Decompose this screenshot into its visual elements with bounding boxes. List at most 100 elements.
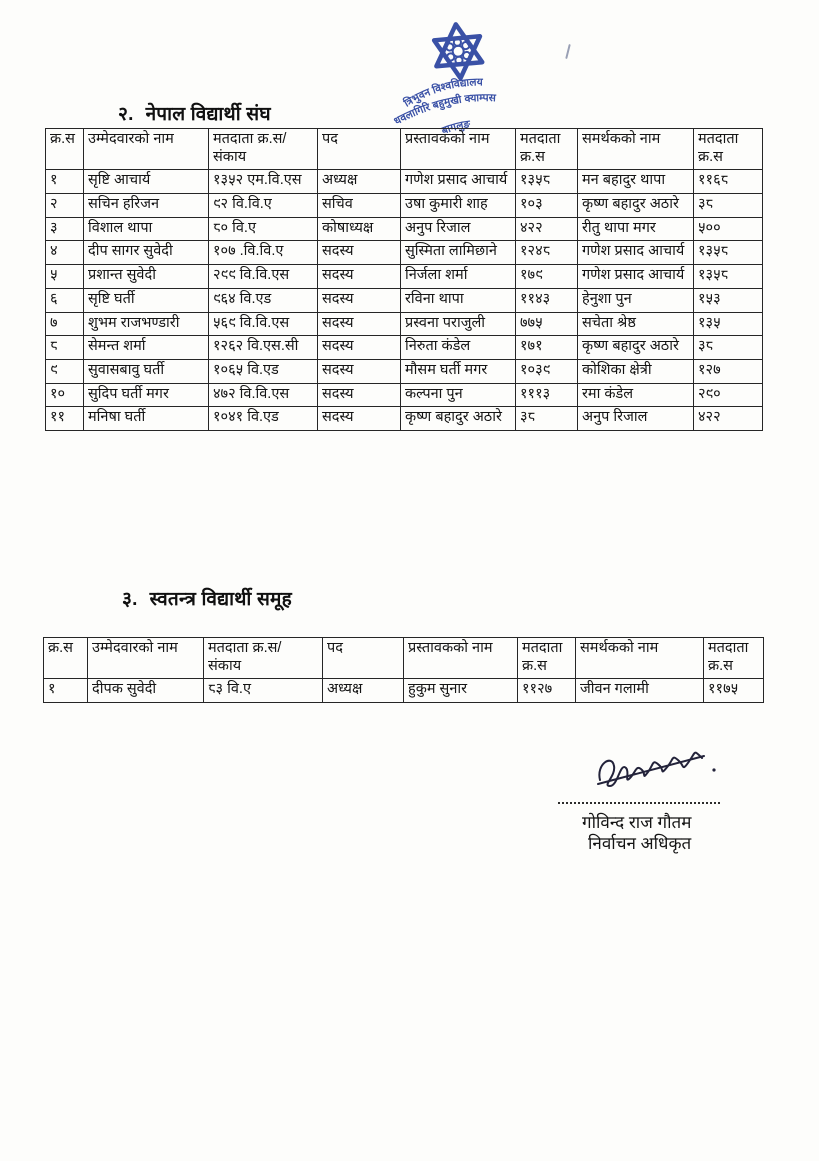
table-cell: गणेश प्रसाद आचार्य (577, 264, 694, 289)
table-cell: सृष्टि आचार्य (83, 169, 209, 195)
table-cell: सदस्य (317, 240, 401, 266)
table-cell: १०३ (515, 193, 578, 218)
table-cell: कोशिका क्षेत्री (577, 358, 694, 384)
table-cell: ८ (45, 335, 84, 360)
header-cell: समर्थकको नाम (575, 636, 704, 680)
header-cell: मतदाता क्र.स (517, 636, 576, 680)
table-cell: ११ (45, 406, 84, 431)
table-cell: मन बहादुर थापा (577, 169, 694, 195)
table-cell: निर्जला शर्मा (400, 264, 516, 289)
stamp-graphic: त्रिभुवन विश्वविद्यालय धवलागिरि बहुमुखी … (390, 22, 499, 138)
table-cell: सदस्य (317, 264, 401, 289)
table-cell: जीवन गलामी (575, 678, 704, 704)
table-row: ८ सेमन्त शर्मा १२६२ वि.एस.सी सदस्य निरुता कं… (45, 335, 763, 360)
header-cell: पद (317, 127, 401, 171)
table-cell: ४७२ वि.वि.एस (208, 382, 318, 408)
table-cell: १३५२ एम.वि.एस (208, 169, 318, 195)
header-cell: उम्मेदवारको नाम (87, 636, 204, 680)
table-cell: निरुता कंडेल (400, 335, 516, 360)
table-cell: मनिषा घर्ती (83, 406, 209, 431)
campus-stamp: त्रिभुवन विश्वविद्यालय धवलागिरि बहुमुखी … (367, 4, 557, 139)
header-cell: क्र.स (45, 127, 84, 171)
table-row: ४ दीप सागर सुवेदी १०७ .वि.वि.ए सदस्य सुस्मित… (45, 240, 763, 266)
table-cell: ३ (45, 216, 84, 242)
section-title: नेपाल विद्यार्थी संघ (145, 104, 271, 125)
table-cell: सदस्य (317, 358, 401, 384)
table-cell: मौसम घर्ती मगर (400, 358, 516, 384)
table-cell: हुकुम सुनार (403, 678, 518, 704)
table-row: ५ प्रशान्त सुवेदी २९९ वि.वि.एस सदस्य निर्जला… (45, 264, 763, 289)
table-cell: १०७ .वि.वि.ए (208, 240, 318, 266)
table-cell: ९ (45, 358, 84, 384)
table-cell: १० (45, 382, 84, 408)
table-cell: अध्यक्ष (317, 169, 401, 195)
table-cell: सदस्य (317, 335, 401, 360)
table-cell: गणेश प्रसाद आचार्य (577, 240, 694, 266)
section-title: स्वतन्त्र विद्यार्थी समूह (149, 589, 292, 610)
table-cell: २९० (693, 382, 763, 408)
star-of-david-icon (431, 22, 485, 81)
table-cell: १ (43, 678, 88, 704)
table-row: १० सुदिप घर्ती मगर ४७२ वि.वि.एस सदस्य कल्पना… (45, 382, 763, 408)
table-cell: रविना थापा (400, 287, 516, 313)
signature-line (558, 786, 720, 804)
table-cell: प्रस्वना पराजुली (400, 311, 516, 337)
table-cell: अध्यक्ष (322, 678, 404, 704)
header-cell: पद (322, 636, 404, 680)
table-row: २ सचिन हरिजन ९२ वि.वि.ए सचिव उषा कुमारी शाह १… (45, 193, 763, 218)
signatory-title: निर्वाचन अधिकृत (588, 834, 692, 853)
table-row: ३ विशाल थापा ८० वि.ए कोषाध्यक्ष अनुप रिजाल ४२… (45, 216, 763, 242)
stamp-text-campus: धवलागिरि बहुमुखी क्याम्पस (390, 89, 499, 128)
table-cell: ७७५ (515, 311, 578, 337)
header-cell: प्रस्तावकको नाम (400, 127, 516, 171)
table-cell: ५ (45, 264, 84, 289)
table-row: ११ मनिषा घर्ती १०४१ वि.एड सदस्य कृष्ण बहादुर… (45, 406, 763, 431)
table-row: १ दीपक सुवेदी ८३ वि.ए अध्यक्ष हुकुम सुनार ११२… (43, 678, 764, 704)
table-cell: सदस्य (317, 406, 401, 431)
flower-icon (445, 37, 472, 65)
table-cell: ११६८ (693, 169, 763, 195)
table-cell: ३८ (693, 335, 763, 360)
table-cell: ९६४ वि.एड (208, 287, 318, 313)
table-cell: सुवासबावु घर्ती (83, 358, 209, 384)
nepal-candidates-table: क्र.स उम्मेदवारको नाम मतदाता क्र.स/ संकाय प… (45, 127, 763, 431)
table-cell: १२४८ (515, 240, 578, 266)
signatory-name: गोविन्द राज गौतम (582, 813, 692, 832)
table-cell: ४२२ (515, 216, 578, 242)
table-cell: ७ (45, 311, 84, 337)
table-cell: १०६५ वि.एड (208, 358, 318, 384)
table-cell: सदस्य (317, 287, 401, 313)
table-cell: १ (45, 169, 84, 195)
table-row: ६ सृष्टि घर्ती ९६४ वि.एड सदस्य रविना थापा ११४… (45, 287, 763, 313)
header-cell: मतदाता क्र.स (693, 127, 763, 171)
table-cell: २९९ वि.वि.एस (208, 264, 318, 289)
table-cell: ५०० (693, 216, 763, 242)
table-cell: विशाल थापा (83, 216, 209, 242)
table-cell: कल्पना पुन (400, 382, 516, 408)
table-cell: कृष्ण बहादुर अठारे (577, 335, 694, 360)
table-cell: २ (45, 193, 84, 218)
table-cell: सुस्मिता लामिछाने (400, 240, 516, 266)
table-cell: ४२२ (693, 406, 763, 431)
table-cell: ११७५ (703, 678, 764, 704)
table-header-row: क्र.स उम्मेदवारको नाम मतदाता क्र.स/ संकाय प… (43, 636, 764, 680)
table-cell: १३५८ (693, 240, 763, 266)
table-cell: १०३९ (515, 358, 578, 384)
table-cell: १७१ (515, 335, 578, 360)
table-cell: कृष्ण बहादुर अठारे (400, 406, 516, 431)
table-cell: ११२७ (517, 678, 576, 704)
pen-mark (565, 43, 571, 60)
table-cell: रमा कंडेल (577, 382, 694, 408)
table-cell: हेनुशा पुन (577, 287, 694, 313)
table-cell: ११४३ (515, 287, 578, 313)
header-cell: समर्थकको नाम (577, 127, 694, 171)
table-cell: कोषाध्यक्ष (317, 216, 401, 242)
section-heading-independent: ३. स्वतन्त्र विद्यार्थी समूह (122, 585, 292, 611)
table-cell: ५६९ वि.वि.एस (208, 311, 318, 337)
table-cell: कृष्ण बहादुर अठारे (577, 193, 694, 218)
header-cell: क्र.स (43, 636, 88, 680)
table-cell: १२७ (693, 358, 763, 384)
table-row: १ सृष्टि आचार्य १३५२ एम.वि.एस अध्यक्ष गणेश प… (45, 169, 763, 195)
